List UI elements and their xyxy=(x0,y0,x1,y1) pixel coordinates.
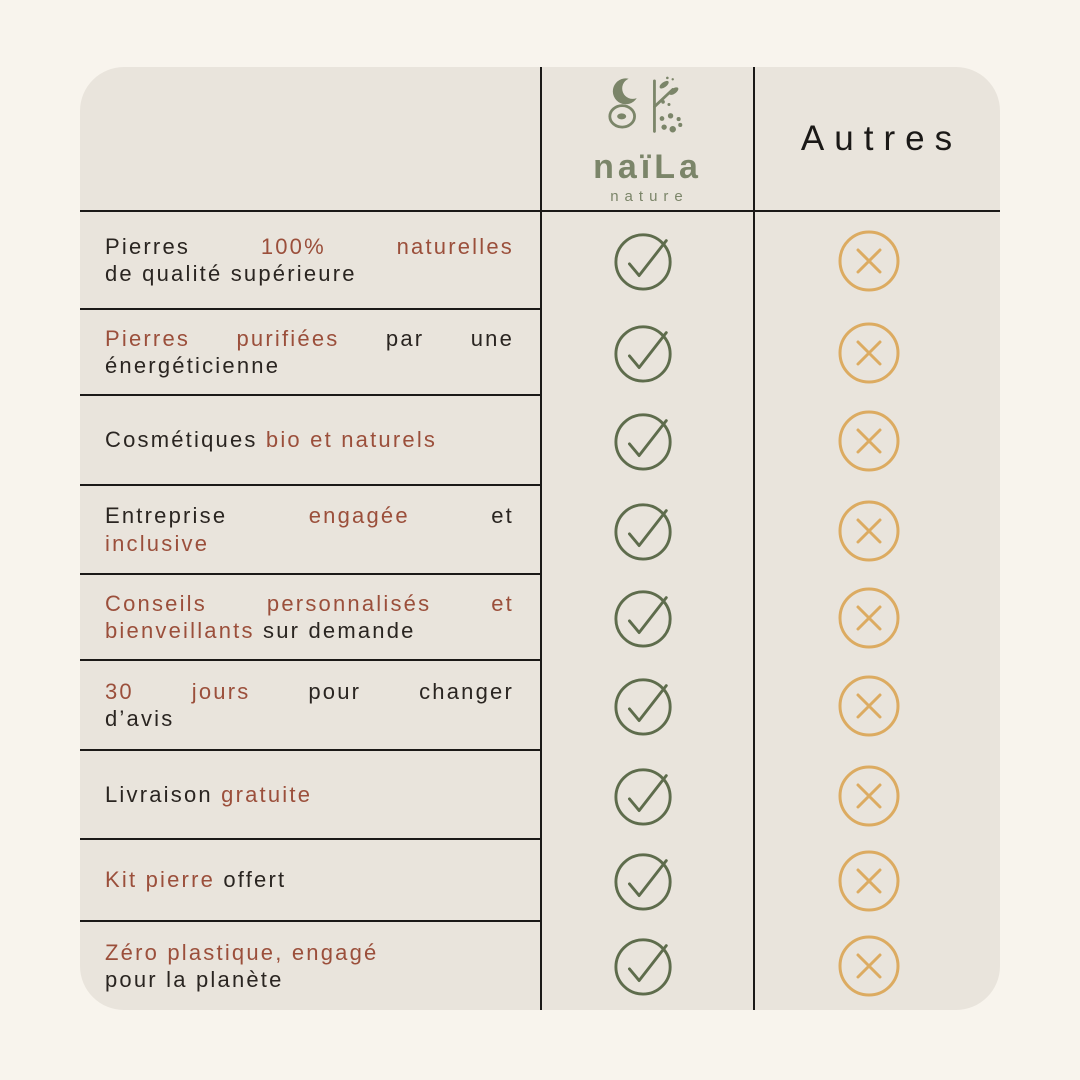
comparison-card: naïLa nature Autres Pierres 100% naturel… xyxy=(80,67,1000,1010)
brand-subtitle: nature xyxy=(610,188,689,205)
header-others-cell: Autres xyxy=(755,67,1000,212)
feature-cell: Pierres 100% naturelles de qualité supéri… xyxy=(80,212,540,310)
check-circle-icon xyxy=(613,590,672,648)
cross-circle-icon xyxy=(838,410,899,472)
brand-value-cell xyxy=(540,661,755,751)
header-brand-cell: naïLa nature xyxy=(540,67,755,212)
feature-text-accent: 30 jours xyxy=(105,678,251,704)
feature-text-line: Cosmétiques bio et naturels xyxy=(105,426,514,454)
comparison-grid: naïLa nature Autres Pierres 100% naturel… xyxy=(80,67,1000,1010)
feature-text: Cosmétiques xyxy=(105,427,266,453)
feature-text: Entreprise xyxy=(105,503,309,528)
cross-circle-icon xyxy=(838,587,899,649)
feature-cell: Entreprise engagée et inclusive xyxy=(80,486,540,575)
feature-text-line: 30 jours pour changer xyxy=(105,678,514,706)
feature-text-line: Conseils personnalisés et xyxy=(105,590,514,618)
feature-cell: Conseils personnalisés et bienveillants s… xyxy=(80,575,540,661)
brand-value-cell xyxy=(540,486,755,575)
cross-circle-icon xyxy=(838,765,899,826)
feature-text-line: Livraison gratuite xyxy=(105,781,514,809)
feature-text-accent: Pierres purifiées xyxy=(105,325,340,351)
header-empty-cell xyxy=(80,67,540,212)
feature-text-accent: Zéro plastique, engagé xyxy=(105,939,379,965)
eye-dot-icon xyxy=(616,113,626,120)
others-value-cell xyxy=(755,751,1000,840)
feature-text-line: bienveillants sur demande xyxy=(105,617,514,645)
feature-text-accent: bio et naturels xyxy=(265,427,438,453)
brand-value-cell xyxy=(540,751,755,840)
others-value-cell xyxy=(755,396,1000,486)
berries-icon xyxy=(659,100,682,133)
feature-text: offert xyxy=(215,867,287,893)
cross-circle-icon xyxy=(838,500,899,561)
feature-text-line: énergéticienne xyxy=(105,352,514,380)
feature-text: et xyxy=(409,503,514,528)
feature-cell: Kit pierre offert xyxy=(80,840,540,922)
feature-cell: Livraison gratuite xyxy=(80,751,540,840)
brand-value-cell xyxy=(540,396,755,486)
feature-text-accent: engagée xyxy=(308,503,410,528)
check-circle-icon xyxy=(613,853,672,911)
feature-text-line: Zéro plastique, engagé xyxy=(105,939,514,967)
feature-text: par une xyxy=(339,325,515,351)
check-circle-icon xyxy=(613,325,672,383)
feature-text-line: Kit pierre offert xyxy=(105,866,514,894)
feature-text-line: d’avis xyxy=(105,705,514,733)
check-circle-icon xyxy=(613,767,672,826)
feature-text-line: Pierres 100% naturelles xyxy=(105,233,514,261)
feature-text-accent: Kit pierre xyxy=(105,867,216,893)
feature-text: énergéticienne xyxy=(105,353,281,378)
brand-name: naïLa xyxy=(593,148,702,186)
feature-text-line: pour la planète xyxy=(105,966,514,994)
leaves-icon xyxy=(659,76,678,95)
feature-text-accent: Conseils personnalisés et xyxy=(105,590,514,616)
brand-value-cell xyxy=(540,212,755,310)
others-label: Autres xyxy=(800,118,963,158)
cross-circle-icon xyxy=(838,675,899,737)
feature-text-accent: inclusive xyxy=(105,530,210,556)
feature-text: d’avis xyxy=(105,706,175,731)
feature-text: sur demande xyxy=(254,618,416,643)
brand-value-cell xyxy=(540,840,755,922)
cross-circle-icon xyxy=(838,230,899,292)
feature-text: Livraison xyxy=(105,781,222,807)
feature-text-line: Entreprise engagée et xyxy=(105,502,514,530)
others-value-cell xyxy=(755,661,1000,751)
cross-circle-icon xyxy=(838,322,899,384)
brand-value-cell xyxy=(540,575,755,661)
check-circle-icon xyxy=(613,502,672,561)
cross-circle-icon xyxy=(838,935,899,997)
feature-cell: Zéro plastique, engagé pour la planète xyxy=(80,922,540,1010)
check-circle-icon xyxy=(613,678,672,736)
feature-text-accent: gratuite xyxy=(221,781,313,807)
moon-icon xyxy=(612,78,637,105)
feature-cell: Pierres purifiées par une énergéticienne xyxy=(80,310,540,396)
check-circle-icon xyxy=(613,938,672,996)
others-value-cell xyxy=(755,212,1000,310)
eye-circle-icon xyxy=(607,104,636,129)
cross-circle-icon xyxy=(838,850,899,912)
others-value-cell xyxy=(755,922,1000,1010)
feature-text-accent: 100% naturelles xyxy=(260,233,514,259)
feature-cell: Cosmétiques bio et naturels xyxy=(80,396,540,486)
feature-cell: 30 jours pour changer d’avis xyxy=(80,661,540,751)
others-value-cell xyxy=(755,840,1000,922)
others-value-cell xyxy=(755,575,1000,661)
check-circle-icon xyxy=(613,233,672,291)
feature-text-accent: bienveillants xyxy=(105,618,255,643)
feature-text-line: Pierres purifiées par une xyxy=(105,325,514,353)
brand-value-cell xyxy=(540,922,755,1010)
feature-text: Pierres xyxy=(105,233,261,259)
naila-nature-logo-icon xyxy=(607,76,682,133)
check-circle-icon xyxy=(613,413,672,471)
feature-text-line: de qualité supérieure xyxy=(105,260,514,288)
feature-text-line: inclusive xyxy=(105,530,514,558)
feature-text: de qualité supérieure xyxy=(105,261,357,286)
feature-text: pour la planète xyxy=(105,967,284,992)
others-value-cell xyxy=(755,486,1000,575)
feature-text: pour changer xyxy=(250,678,514,704)
brand-value-cell xyxy=(540,310,755,396)
others-value-cell xyxy=(755,310,1000,396)
